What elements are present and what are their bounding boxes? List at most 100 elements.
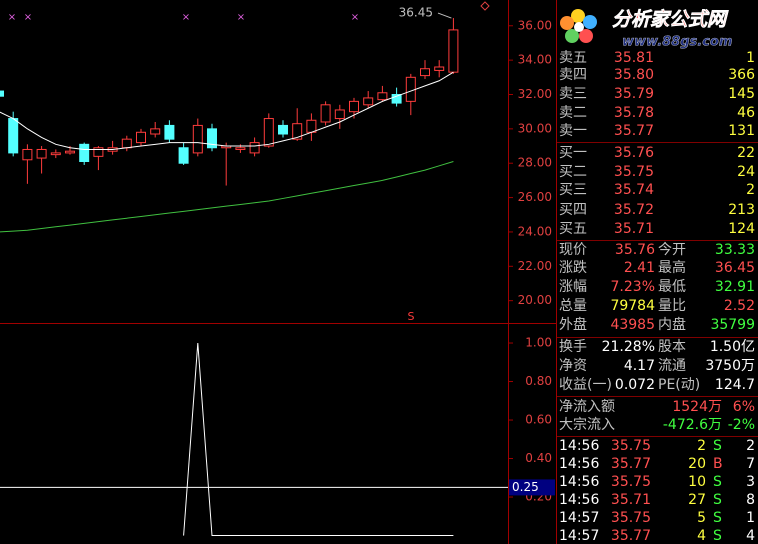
candle-body — [405, 76, 416, 102]
cell: 14:57 — [559, 528, 599, 544]
y-tick-label: 34.00 — [518, 53, 552, 67]
cell: 2 — [746, 438, 755, 454]
cell: 46 — [737, 105, 755, 121]
cell: 32.91 — [715, 279, 755, 295]
candle-body — [192, 124, 203, 154]
signal-label: S — [408, 310, 415, 323]
cell: 股本 — [658, 339, 686, 355]
candle-body — [79, 143, 90, 163]
candle-body — [0, 90, 4, 97]
cell: 2 — [697, 438, 706, 454]
candle-body — [320, 104, 331, 123]
candle-body — [263, 118, 274, 147]
cell: 涨幅 — [559, 279, 587, 295]
candle-body — [292, 123, 303, 140]
cell: S — [713, 492, 722, 508]
cell: B — [713, 456, 723, 472]
cell: 买三 — [559, 182, 587, 198]
cell: 卖二 — [559, 105, 587, 121]
cell: 净流入额 — [559, 399, 615, 415]
cell: 124 — [728, 221, 755, 237]
candle-body — [420, 68, 430, 77]
y-tick-label: 36.00 — [518, 18, 552, 32]
petal — [560, 16, 574, 30]
cell: 1 — [746, 510, 755, 526]
candle-body — [334, 109, 345, 120]
line — [183, 342, 454, 537]
cell: 35.74 — [614, 182, 654, 198]
cell: 2 — [746, 182, 755, 198]
candle-body — [391, 93, 402, 104]
cell: 366 — [728, 67, 755, 83]
cell: 卖三 — [559, 86, 587, 102]
candle-body — [349, 100, 359, 113]
candle-body — [448, 29, 459, 73]
cell: 2.52 — [724, 298, 755, 314]
high-label: 36.45 — [399, 6, 433, 20]
marker: × — [351, 12, 359, 23]
y-tick-label: 22.00 — [518, 259, 552, 273]
cell: 流通 — [658, 358, 686, 374]
candle-body — [136, 131, 146, 144]
cell: 35.76 — [615, 242, 655, 258]
petal — [565, 29, 579, 43]
candle-body — [65, 150, 75, 154]
cell: 124.7 — [715, 377, 755, 393]
cell: 4 — [746, 528, 755, 544]
panel-dividers — [557, 142, 758, 437]
logo-title: 分析家公式网 — [612, 9, 729, 31]
cell: 10 — [688, 474, 706, 490]
cell: 内盘 — [658, 316, 686, 333]
cell: 买二 — [559, 164, 587, 180]
marker: × — [24, 12, 32, 23]
cell: 22 — [737, 145, 755, 161]
cell: 35.79 — [614, 86, 654, 102]
cell: 3 — [746, 474, 755, 490]
y-tick-label: 30.00 — [518, 121, 552, 135]
cell: 35.81 — [614, 50, 654, 66]
high-arrow — [437, 12, 452, 19]
cell: 14:57 — [559, 510, 599, 526]
y-tick-label: 0.40 — [525, 451, 552, 465]
petal — [579, 29, 593, 43]
cell: S — [713, 474, 722, 490]
cell: 净资 — [559, 358, 587, 374]
cell: 最低 — [658, 279, 686, 295]
candle-body — [93, 147, 104, 157]
cell: 35.76 — [614, 145, 654, 161]
cell: S — [713, 510, 722, 526]
cell: 3750万 — [705, 358, 755, 374]
cell: 35.75 — [611, 438, 651, 454]
cell: 35.77 — [611, 528, 651, 544]
cell: -472.6万 — [663, 417, 722, 433]
level-label: 0.25 — [512, 480, 539, 494]
cell: 14:56 — [559, 456, 599, 472]
petal — [583, 15, 597, 29]
candle-body — [207, 128, 217, 149]
cell: 27 — [688, 492, 706, 508]
cell: -2% — [728, 417, 755, 433]
cell: 今开 — [658, 242, 686, 258]
cell: 21.28% — [602, 339, 655, 355]
cell: 收益(一) — [559, 377, 612, 393]
candle-body — [235, 147, 246, 150]
cell: 35.72 — [614, 202, 654, 218]
candle-body — [8, 118, 19, 154]
line — [0, 161, 454, 233]
y-tick-label: 32.00 — [518, 87, 552, 101]
cell: 量比 — [658, 298, 686, 314]
logo-url: www.88gs.com — [622, 35, 732, 50]
cell: 4 — [697, 528, 706, 544]
y-tick-label: 0.60 — [525, 413, 552, 427]
marker: × — [8, 12, 16, 23]
candle-body — [306, 119, 317, 133]
y-tick-label: 1.00 — [525, 336, 552, 350]
candle-body — [434, 66, 445, 71]
cell: 5 — [697, 510, 706, 526]
cell: 4.17 — [624, 358, 655, 374]
candle-body — [249, 142, 260, 154]
line — [0, 71, 454, 150]
cell: 36.45 — [715, 260, 755, 276]
